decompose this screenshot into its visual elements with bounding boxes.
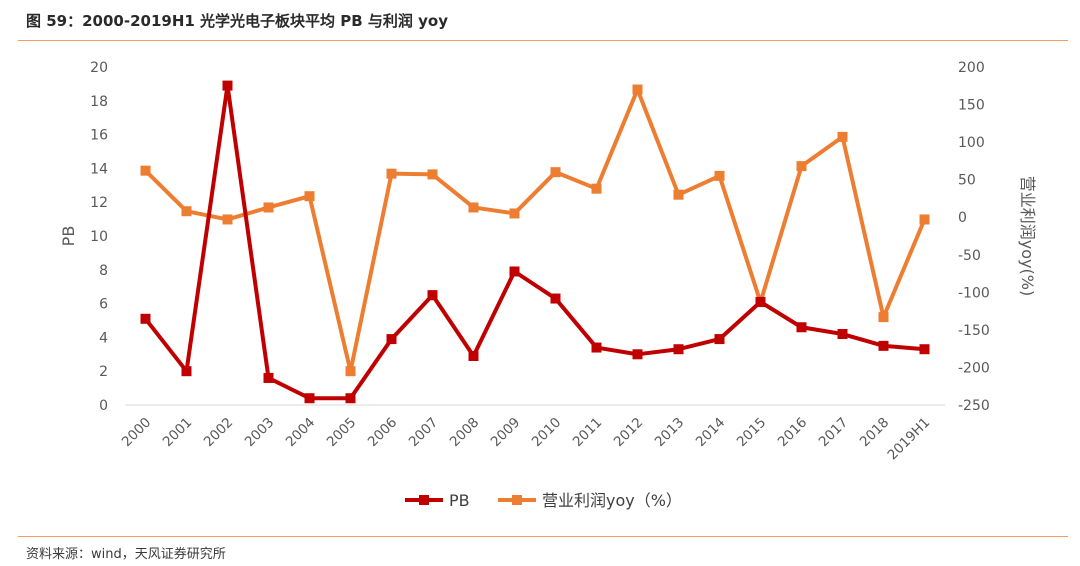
chart: 0 2 4 6 8 10 12 14 16 18 20 -250 -200 -150 -100 -50 0 50 1…	[59, 60, 1037, 510]
data-point-1	[222, 214, 233, 225]
y2-tick-label: 200	[958, 60, 985, 76]
data-point-1	[919, 214, 930, 225]
data-point-0	[304, 393, 315, 404]
y-tick-label: 14	[90, 161, 108, 177]
data-point-0	[837, 329, 848, 340]
data-point-0	[796, 322, 807, 333]
x-tick-label: 2015	[734, 415, 770, 451]
data-point-0	[181, 366, 192, 377]
data-point-1	[345, 366, 356, 377]
data-point-1	[304, 191, 315, 202]
data-point-1	[386, 168, 397, 179]
y-tick-label: 10	[90, 229, 108, 245]
x-tick-label: 2017	[816, 415, 852, 451]
data-point-0	[878, 340, 889, 351]
data-point-1	[468, 202, 479, 213]
data-point-0	[427, 290, 438, 301]
data-point-0	[509, 266, 520, 277]
source-divider	[18, 536, 1068, 537]
data-point-0	[673, 344, 684, 355]
x-tick-label: 2004	[283, 415, 319, 451]
data-point-1	[796, 161, 807, 172]
data-point-0	[263, 372, 274, 383]
legend-marker-1	[512, 495, 522, 505]
y2-tick-label: 100	[958, 135, 985, 151]
x-tick-label: 2014	[693, 415, 729, 451]
legend-label-0: PB	[449, 491, 470, 510]
y2-tick-label: -100	[958, 285, 990, 301]
data-point-1	[591, 183, 602, 194]
y-tick-label: 18	[90, 94, 108, 110]
y-tick-label: 12	[90, 195, 108, 211]
y-tick-label: 0	[99, 398, 108, 414]
y-tick-label: 4	[99, 330, 108, 346]
data-point-0	[386, 334, 397, 345]
legend-marker-0	[419, 495, 429, 505]
data-point-1	[632, 84, 643, 95]
data-point-1	[837, 131, 848, 142]
x-tick-label: 2008	[447, 415, 483, 451]
y2-axis-title: 营业利润yoy(%)	[1018, 176, 1037, 296]
y-tick-label: 20	[90, 60, 108, 76]
data-point-1	[550, 167, 561, 178]
axes: 0 2 4 6 8 10 12 14 16 18 20 -250 -200 -150 -100 -50 0 50 1…	[59, 60, 1037, 463]
data-point-0	[468, 350, 479, 361]
data-point-1	[714, 170, 725, 181]
series-layer	[140, 80, 930, 404]
figure-title: 图 59：2000-2019H1 光学光电子板块平均 PB 与利润 yoy	[26, 12, 448, 30]
x-tick-label: 2010	[529, 415, 565, 451]
x-tick-label: 2001	[160, 415, 196, 451]
legend: PB 营业利润yoy（%）	[405, 491, 682, 510]
y-tick-label: 6	[99, 297, 108, 313]
data-point-1	[263, 202, 274, 213]
x-tick-label: 2007	[406, 415, 442, 451]
x-tick-label: 2006	[365, 415, 401, 451]
data-point-0	[550, 293, 561, 304]
y2-tick-label: 150	[958, 98, 985, 114]
data-point-0	[140, 313, 151, 324]
x-tick-label: 2019H1	[884, 415, 933, 464]
legend-label-1: 营业利润yoy（%）	[542, 491, 682, 510]
x-tick-label: 2003	[242, 415, 278, 451]
x-tick-label: 2009	[488, 415, 524, 451]
y-axis-title: PB	[59, 226, 78, 247]
data-point-1	[181, 206, 192, 217]
y2-tick-label: 0	[958, 210, 967, 226]
y-tick-label: 2	[99, 364, 108, 380]
title-divider	[18, 40, 1068, 41]
series-line-1	[144, 87, 927, 374]
data-point-0	[919, 344, 930, 355]
data-point-0	[345, 393, 356, 404]
data-point-0	[755, 296, 766, 307]
y2-tick-label: -50	[958, 248, 981, 264]
data-point-1	[427, 169, 438, 180]
y2-tick-label: -250	[958, 398, 990, 414]
x-tick-label: 2016	[775, 415, 811, 451]
data-point-1	[509, 208, 520, 219]
y2-tick-label: -150	[958, 323, 990, 339]
data-point-0	[591, 342, 602, 353]
source-note: 资料来源：wind，天风证券研究所	[26, 547, 226, 562]
x-tick-label: 2000	[119, 415, 155, 451]
x-tick-label: 2002	[201, 415, 237, 451]
x-tick-label: 2018	[857, 415, 893, 451]
y-tick-label: 8	[99, 263, 108, 279]
data-point-1	[673, 189, 684, 200]
x-tick-label: 2013	[652, 415, 688, 451]
series-line-0	[143, 83, 925, 401]
x-tick-label: 2005	[324, 415, 360, 451]
x-tick-label: 2012	[611, 415, 647, 451]
data-point-0	[222, 80, 233, 91]
data-point-0	[714, 334, 725, 345]
data-point-0	[632, 349, 643, 360]
y2-tick-label: -200	[958, 360, 990, 376]
x-tick-label: 2011	[570, 415, 606, 451]
data-point-1	[878, 312, 889, 323]
data-point-1	[140, 165, 151, 176]
y2-tick-label: 50	[958, 173, 976, 189]
y-tick-label: 16	[90, 128, 108, 144]
